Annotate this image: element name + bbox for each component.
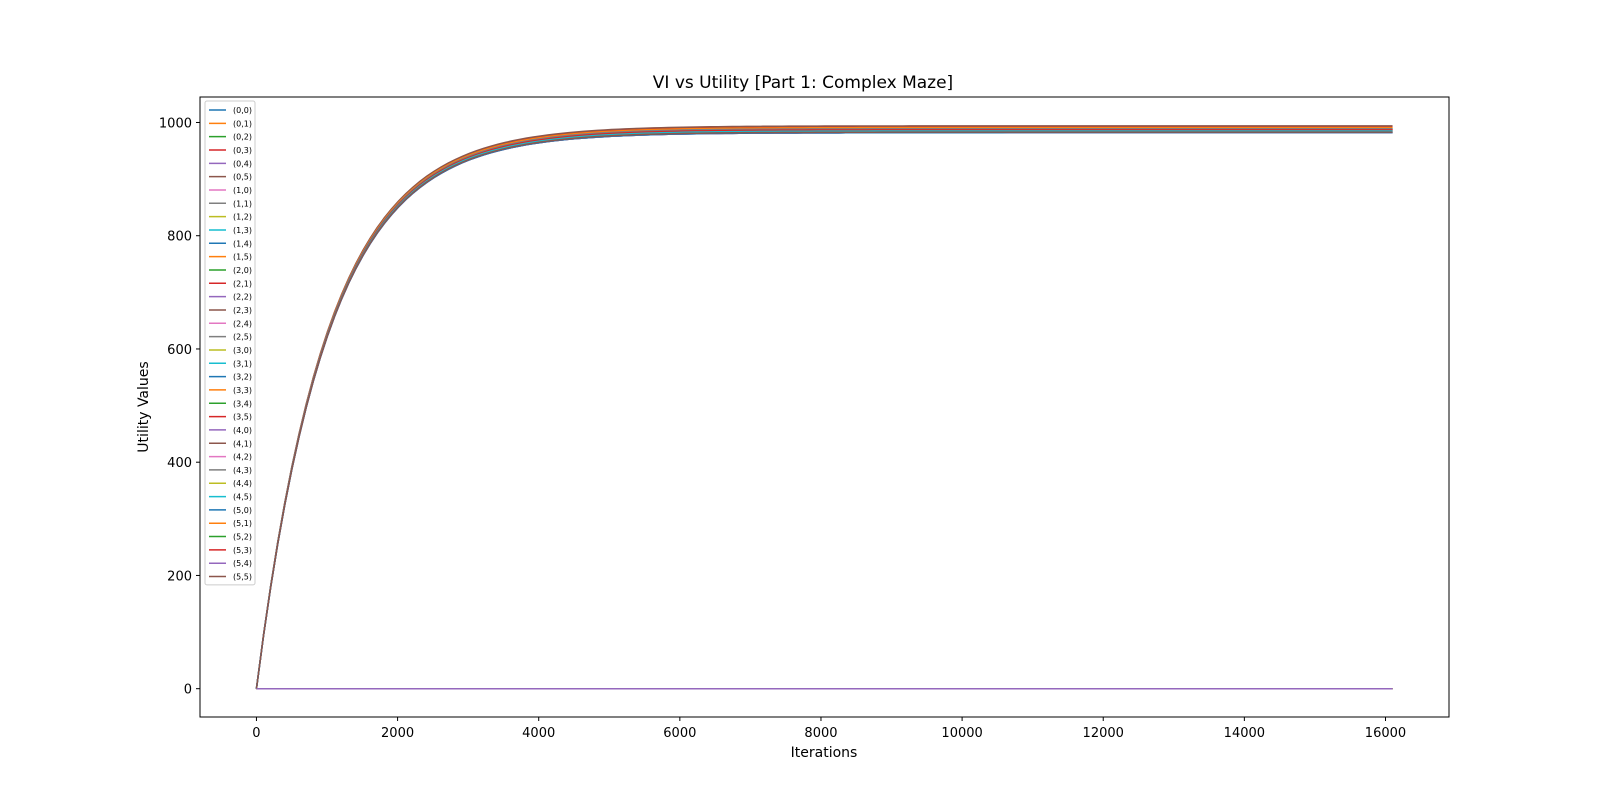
legend-label: (3,1) bbox=[233, 359, 252, 368]
legend-label: (1,5) bbox=[233, 253, 252, 262]
legend-label: (0,4) bbox=[233, 159, 252, 168]
series-line-0-5 bbox=[255, 125, 1393, 689]
y-tick-label: 200 bbox=[167, 569, 192, 584]
legend-label: (2,2) bbox=[233, 293, 252, 302]
legend-label: (4,3) bbox=[233, 466, 252, 475]
legend-label: (2,5) bbox=[233, 333, 252, 342]
legend-label: (2,4) bbox=[233, 319, 252, 328]
series-line-5-5 bbox=[255, 131, 1393, 689]
series-line-1-5 bbox=[255, 126, 1393, 689]
legend-label: (3,3) bbox=[233, 386, 252, 395]
x-tick-label: 4000 bbox=[522, 726, 555, 741]
x-tick-label: 10000 bbox=[941, 726, 982, 741]
legend-label: (2,3) bbox=[233, 306, 252, 315]
legend-label: (0,2) bbox=[233, 133, 252, 142]
series-lines bbox=[255, 125, 1393, 690]
legend-label: (0,3) bbox=[233, 146, 252, 155]
plot-frame bbox=[199, 96, 1450, 718]
series-line-2-5 bbox=[255, 127, 1393, 689]
legend-label: (3,5) bbox=[233, 413, 252, 422]
legend-label: (5,5) bbox=[233, 573, 252, 582]
legend-label: (4,0) bbox=[233, 426, 252, 435]
legend-label: (5,0) bbox=[233, 506, 252, 515]
legend-box bbox=[204, 100, 256, 586]
legend-label: (0,0) bbox=[233, 106, 252, 115]
legend-label: (5,4) bbox=[233, 559, 252, 568]
legend-label: (2,0) bbox=[233, 266, 252, 275]
legend-label: (5,3) bbox=[233, 546, 252, 555]
legend-label: (3,0) bbox=[233, 346, 252, 355]
x-tick-label: 8000 bbox=[804, 726, 837, 741]
x-tick-label: 16000 bbox=[1365, 726, 1406, 741]
legend-label: (1,0) bbox=[233, 186, 252, 195]
y-axis-title: Utility Values bbox=[136, 361, 152, 452]
x-axis-title: Iterations bbox=[791, 745, 858, 761]
legend-label: (3,4) bbox=[233, 399, 252, 408]
y-axis-ticks: 0 200 400 600 800 1000 bbox=[159, 116, 200, 698]
legend-label: (5,2) bbox=[233, 533, 252, 542]
y-tick-label: 0 bbox=[184, 683, 192, 698]
legend-label: (4,5) bbox=[233, 493, 252, 502]
legend-label: (4,1) bbox=[233, 439, 252, 448]
legend: (0,0) (0,1) (0,2) (0,3) (0,4) (0,5) (1,0) (1,1)… bbox=[204, 100, 256, 586]
legend-label: (5,1) bbox=[233, 519, 252, 528]
legend-label: (4,4) bbox=[233, 479, 252, 488]
x-axis-ticks: 0 2000 4000 6000 8000 10000 12000 14000 16000 bbox=[252, 717, 1406, 741]
x-tick-label: 2000 bbox=[381, 726, 414, 741]
legend-label: (1,4) bbox=[233, 239, 252, 248]
y-tick-label: 800 bbox=[167, 230, 192, 245]
x-tick-label: 0 bbox=[252, 726, 260, 741]
legend-label: (1,1) bbox=[233, 199, 252, 208]
y-tick-label: 1000 bbox=[159, 116, 192, 131]
y-tick-label: 600 bbox=[167, 343, 192, 358]
legend-label: (2,1) bbox=[233, 279, 252, 288]
legend-label: (1,3) bbox=[233, 226, 252, 235]
x-tick-label: 14000 bbox=[1224, 726, 1265, 741]
chart-title: VI vs Utility [Part 1: Complex Maze] bbox=[653, 73, 953, 93]
series-line-3-5 bbox=[255, 129, 1393, 689]
legend-label: (0,1) bbox=[233, 119, 252, 128]
legend-label: (0,5) bbox=[233, 173, 252, 182]
legend-label: (3,2) bbox=[233, 373, 252, 382]
y-tick-label: 400 bbox=[167, 456, 192, 471]
x-tick-label: 12000 bbox=[1083, 726, 1124, 741]
legend-label: (4,2) bbox=[233, 453, 252, 462]
x-tick-label: 6000 bbox=[663, 726, 696, 741]
series-line-4-5 bbox=[255, 130, 1393, 689]
legend-label: (1,2) bbox=[233, 213, 252, 222]
